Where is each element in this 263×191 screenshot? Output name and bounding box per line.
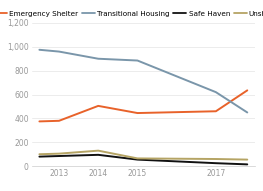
Transitional Housing xyxy=(97,57,100,60)
Line: Unsheltered: Unsheltered xyxy=(39,151,247,160)
Safe Haven xyxy=(246,163,249,166)
Emergency Shelter xyxy=(214,110,218,112)
Transitional Housing xyxy=(214,91,218,93)
Unsheltered xyxy=(214,158,218,160)
Safe Haven xyxy=(57,155,60,157)
Unsheltered xyxy=(97,150,100,152)
Emergency Shelter xyxy=(97,105,100,107)
Transitional Housing xyxy=(136,59,139,62)
Unsheltered xyxy=(246,159,249,161)
Legend: Emergency Shelter, Transitional Housing, Safe Haven, Unsheltered: Emergency Shelter, Transitional Housing,… xyxy=(0,8,263,20)
Emergency Shelter xyxy=(57,120,60,122)
Safe Haven xyxy=(97,154,100,156)
Safe Haven xyxy=(38,155,41,158)
Unsheltered xyxy=(136,157,139,159)
Transitional Housing xyxy=(246,111,249,114)
Emergency Shelter xyxy=(38,120,41,123)
Transitional Housing xyxy=(57,50,60,53)
Unsheltered xyxy=(57,152,60,155)
Emergency Shelter xyxy=(136,112,139,114)
Safe Haven xyxy=(136,159,139,161)
Line: Transitional Housing: Transitional Housing xyxy=(39,50,247,112)
Unsheltered xyxy=(38,153,41,155)
Emergency Shelter xyxy=(246,89,249,91)
Line: Safe Haven: Safe Haven xyxy=(39,155,247,164)
Line: Emergency Shelter: Emergency Shelter xyxy=(39,90,247,121)
Safe Haven xyxy=(214,162,218,164)
Transitional Housing xyxy=(38,49,41,51)
